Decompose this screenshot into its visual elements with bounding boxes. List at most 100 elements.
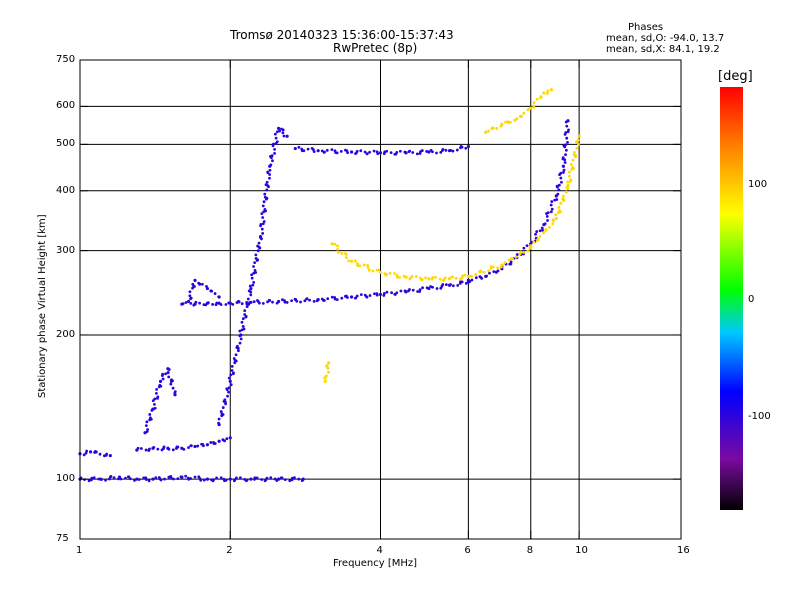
data-point (255, 476, 259, 480)
data-point (153, 402, 156, 406)
data-point (522, 250, 526, 254)
data-point (449, 148, 453, 152)
data-point (555, 198, 559, 201)
data-point (219, 410, 223, 413)
data-point (544, 228, 548, 231)
data-point (259, 223, 263, 226)
data-point (254, 256, 258, 260)
data-point (447, 277, 452, 281)
data-point (570, 163, 573, 166)
data-point (421, 286, 424, 290)
data-point (325, 364, 329, 367)
data-point (154, 476, 158, 479)
data-point (573, 151, 576, 154)
data-point (199, 478, 203, 482)
data-point (545, 214, 549, 218)
data-point (193, 475, 197, 479)
data-point (385, 149, 389, 153)
data-point (171, 477, 175, 481)
data-point (271, 300, 274, 304)
data-point (540, 226, 544, 230)
data-point (252, 300, 256, 304)
data-point (326, 366, 330, 370)
data-point (474, 273, 478, 276)
data-point (189, 444, 193, 448)
colorbar-tick-label: 100 (748, 179, 768, 190)
data-point (242, 327, 246, 331)
data-point (209, 441, 213, 444)
data-point (479, 270, 483, 274)
data-point (468, 280, 472, 283)
data-point (217, 417, 221, 421)
data-point (330, 148, 334, 151)
data-point (312, 300, 316, 303)
data-point (98, 452, 102, 456)
data-point (268, 299, 272, 302)
data-point (180, 475, 184, 479)
data-point (262, 200, 266, 204)
data-point (189, 477, 193, 480)
data-point (427, 286, 431, 291)
y-tick-label: 200 (56, 328, 76, 340)
data-point (526, 108, 530, 112)
data-point (299, 300, 302, 304)
data-point (336, 244, 339, 248)
data-point (404, 275, 408, 279)
data-point (272, 142, 275, 146)
data-point (283, 300, 287, 304)
data-point (323, 379, 327, 383)
data-point (420, 278, 424, 281)
data-point (167, 375, 171, 379)
data-point (240, 320, 244, 324)
data-point (100, 478, 103, 481)
data-point (249, 477, 253, 481)
data-point (253, 269, 257, 272)
data-point (273, 148, 276, 151)
data-point (84, 451, 88, 455)
data-point (236, 344, 239, 348)
data-point (261, 222, 265, 226)
data-point (449, 283, 452, 286)
data-point (404, 290, 408, 294)
data-point (245, 300, 249, 304)
data-point (388, 271, 392, 275)
data-point (316, 149, 320, 153)
data-point (153, 397, 157, 401)
x-tick-label: 8 (526, 545, 534, 556)
data-point (248, 284, 252, 288)
data-point (470, 278, 474, 282)
data-point (496, 269, 500, 273)
data-point (522, 111, 526, 115)
data-point (466, 144, 470, 149)
data-point (293, 476, 296, 480)
data-point (261, 204, 265, 208)
data-point (375, 293, 379, 297)
data-point (253, 476, 257, 480)
data-point (366, 266, 370, 270)
data-point (565, 136, 569, 140)
data-point (398, 149, 402, 153)
data-point (572, 153, 576, 157)
data-point (359, 149, 363, 153)
data-point (536, 237, 540, 241)
data-point (571, 158, 575, 162)
data-point (534, 232, 537, 236)
data-point (88, 450, 93, 454)
data-point (231, 302, 235, 306)
data-point (243, 313, 247, 316)
data-point (176, 445, 180, 449)
data-point (262, 220, 266, 223)
data-point (508, 120, 512, 124)
data-point (198, 301, 202, 305)
data-point (219, 476, 223, 480)
y-tick-label: 300 (56, 244, 76, 256)
data-point (265, 188, 269, 192)
data-point (335, 298, 339, 302)
data-point (385, 290, 389, 294)
data-point (561, 194, 565, 198)
x-tick-label: 4 (376, 545, 383, 556)
data-point (193, 278, 197, 282)
data-point (234, 353, 238, 357)
data-point (454, 276, 458, 280)
data-point (260, 212, 264, 216)
